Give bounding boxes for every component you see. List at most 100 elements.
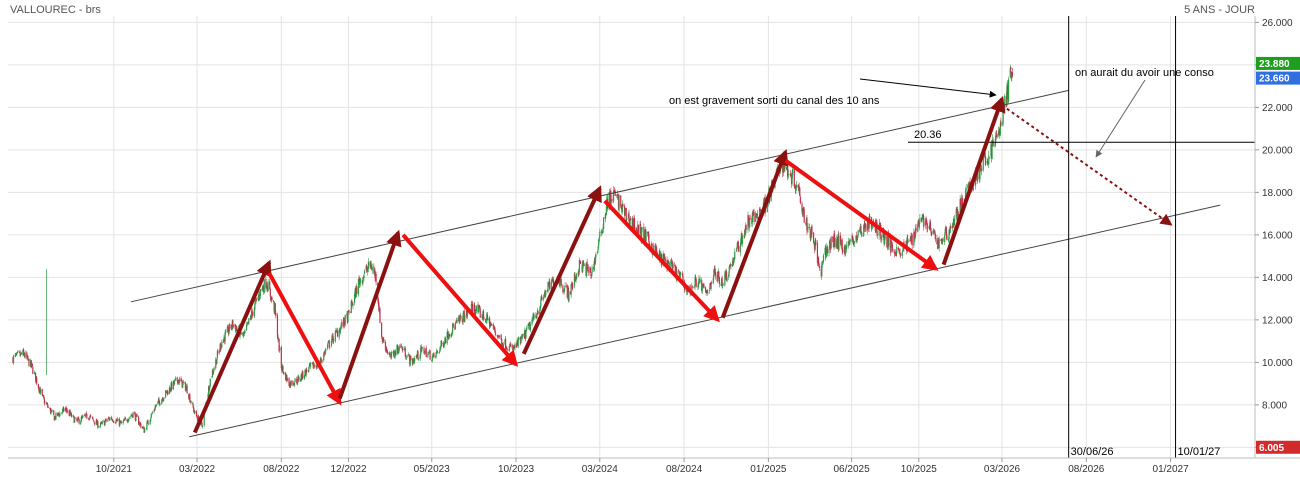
candle bbox=[934, 231, 936, 243]
candle bbox=[590, 272, 593, 279]
candle bbox=[282, 371, 285, 375]
candle bbox=[366, 266, 368, 276]
candle bbox=[938, 236, 940, 252]
price-tag: 23.660 bbox=[1256, 71, 1300, 85]
candle bbox=[331, 334, 333, 343]
candle bbox=[405, 357, 407, 360]
chart-period[interactable]: 5 ANS - JOUR bbox=[1184, 4, 1255, 16]
candle bbox=[865, 223, 867, 233]
candle bbox=[848, 241, 850, 243]
x-tick-label: 01/2025 bbox=[750, 464, 787, 475]
candle bbox=[1008, 76, 1010, 103]
candle bbox=[464, 314, 466, 323]
x-tick-label: 12/2022 bbox=[330, 464, 367, 475]
trend-arrow-up[interactable] bbox=[941, 95, 1006, 266]
candle bbox=[525, 329, 527, 339]
candle bbox=[53, 409, 55, 416]
candle bbox=[351, 300, 353, 307]
candle bbox=[562, 283, 564, 294]
candle bbox=[97, 425, 100, 428]
candle bbox=[753, 208, 755, 225]
candle bbox=[856, 236, 858, 244]
candle bbox=[880, 235, 882, 244]
candle bbox=[995, 131, 997, 143]
candle bbox=[578, 271, 580, 277]
candle bbox=[136, 413, 138, 417]
candle bbox=[876, 230, 879, 239]
candle bbox=[190, 400, 192, 405]
candle bbox=[431, 355, 433, 363]
candle bbox=[506, 345, 508, 350]
candle bbox=[31, 363, 33, 367]
candle bbox=[643, 223, 645, 241]
trend-arrow-down[interactable] bbox=[784, 158, 939, 271]
candle bbox=[354, 292, 356, 306]
candle bbox=[927, 223, 929, 233]
candle bbox=[664, 256, 666, 263]
trend-arrow-down[interactable] bbox=[267, 272, 342, 406]
candle bbox=[375, 271, 377, 286]
trend-arrow-up[interactable] bbox=[521, 185, 602, 355]
candle bbox=[860, 230, 863, 238]
candle bbox=[462, 311, 464, 325]
candle bbox=[189, 392, 191, 403]
candle bbox=[603, 217, 605, 230]
candle bbox=[86, 413, 88, 420]
candle bbox=[221, 339, 223, 348]
y-tick-label: 12.000 bbox=[1262, 315, 1293, 326]
candle bbox=[747, 211, 749, 233]
candle bbox=[362, 276, 364, 287]
candle bbox=[393, 349, 395, 358]
candle bbox=[32, 365, 34, 375]
candle bbox=[936, 235, 938, 245]
candle bbox=[695, 277, 697, 288]
candle bbox=[78, 418, 80, 425]
candle bbox=[821, 261, 823, 277]
trend-arrow-up[interactable] bbox=[192, 259, 272, 434]
trend-arrow-up[interactable] bbox=[337, 229, 402, 400]
candle bbox=[340, 319, 342, 330]
price-tag: 6.005 bbox=[1256, 440, 1300, 454]
candle bbox=[105, 418, 107, 423]
projection-arrow[interactable] bbox=[1001, 104, 1173, 226]
candle bbox=[363, 273, 365, 282]
candle bbox=[803, 207, 805, 224]
candle bbox=[298, 376, 300, 382]
candle bbox=[708, 288, 711, 294]
candle bbox=[510, 343, 512, 349]
candle bbox=[338, 328, 340, 341]
candle bbox=[347, 311, 349, 323]
candle bbox=[923, 215, 925, 231]
candle bbox=[396, 344, 399, 350]
candle bbox=[20, 351, 22, 355]
candle bbox=[302, 370, 304, 380]
candle bbox=[34, 372, 37, 384]
candle bbox=[357, 279, 360, 297]
candle bbox=[74, 418, 76, 423]
candle bbox=[158, 400, 161, 407]
candle bbox=[82, 414, 84, 418]
candle bbox=[586, 258, 588, 271]
candle bbox=[113, 421, 115, 423]
candle bbox=[417, 357, 420, 361]
candle bbox=[159, 403, 161, 406]
candle bbox=[525, 325, 528, 332]
candle bbox=[402, 346, 404, 351]
trend-arrow-up[interactable] bbox=[720, 149, 789, 319]
candle bbox=[574, 272, 576, 281]
x-tick-label: 10/2023 bbox=[498, 464, 535, 475]
candle bbox=[849, 238, 851, 246]
candle bbox=[333, 337, 335, 344]
candle bbox=[88, 419, 90, 421]
candle bbox=[639, 221, 641, 237]
candle bbox=[132, 411, 134, 419]
candle bbox=[591, 264, 593, 276]
candle bbox=[255, 296, 257, 305]
candle bbox=[799, 186, 801, 197]
candle bbox=[477, 304, 480, 313]
trend-arrow-down[interactable] bbox=[603, 199, 720, 323]
trend-arrow-down[interactable] bbox=[401, 233, 519, 367]
x-tick-label: 01/2027 bbox=[1153, 464, 1190, 475]
